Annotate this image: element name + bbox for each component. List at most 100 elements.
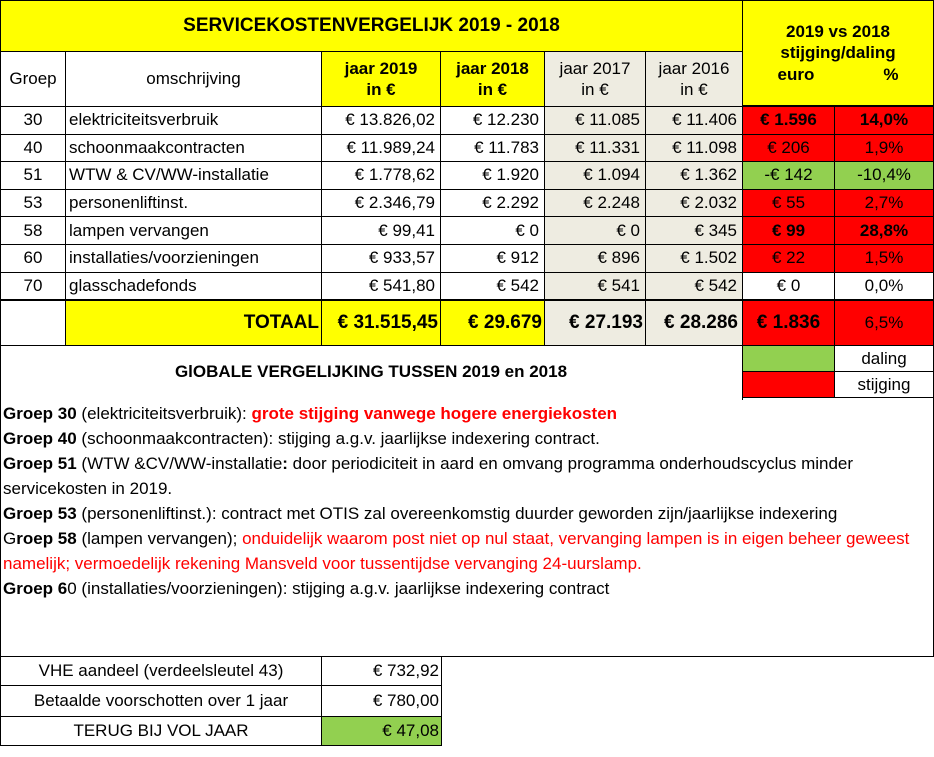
total-2019: € 31.515,45 — [321, 300, 441, 346]
compare-header-line2: stijging/daling — [780, 43, 896, 63]
row-53-diff: € 55 — [742, 188, 835, 218]
row-60-diff: € 22 — [742, 244, 835, 273]
row-30-y2016: € 11.406 — [645, 106, 743, 135]
col-header-2019-l1: jaar 2019 — [344, 58, 418, 78]
row-58-diff: € 99 — [742, 216, 835, 245]
total-blank — [0, 300, 66, 346]
row-40-pct: 1,9% — [834, 133, 934, 163]
row-51-y2019: € 1.778,62 — [321, 161, 441, 190]
col-header-groep: Groep — [0, 51, 66, 107]
row-58-y2019: € 99,41 — [321, 216, 441, 245]
summary-label-voorschotten: Betaalde voorschotten over 1 jaar — [0, 685, 322, 717]
explanation-g30: Groep 30 (elektriciteitsverbruik): grote… — [3, 404, 618, 423]
row-40-y2016: € 11.098 — [645, 133, 743, 163]
row-30-groep: 30 — [0, 106, 66, 135]
explanation-g53: Groep 53 (personenliftinst.): contract m… — [3, 504, 838, 523]
col-header-2016-l1: jaar 2016 — [658, 58, 730, 78]
row-30-y2019: € 13.826,02 — [321, 106, 441, 135]
sheet-title: SERVICEKOSTENVERGELIJK 2019 - 2018 — [0, 0, 743, 52]
row-51-y2017: € 1.094 — [544, 161, 646, 190]
row-58-y2017: € 0 — [544, 216, 646, 245]
row-58-omschrijving: lampen vervangen — [65, 216, 322, 245]
row-53-y2017: € 2.248 — [544, 188, 646, 218]
explanation-text: Groep 30 (elektriciteitsverbruik): grote… — [3, 401, 928, 601]
row-53-y2018: € 2.292 — [440, 188, 545, 218]
total-pct: 6,5% — [834, 300, 934, 346]
row-60-pct: 1,5% — [834, 244, 934, 273]
total-diff: € 1.836 — [742, 300, 835, 346]
col-header-2017-l2: in € — [581, 80, 609, 99]
col-header-2017: jaar 2017 in € — [544, 51, 646, 107]
row-53-groep: 53 — [0, 188, 66, 218]
explanation-g51: Groep 51 (WTW &CV/WW-installatie: door p… — [3, 454, 854, 498]
row-60-y2019: € 933,57 — [321, 244, 441, 273]
row-51-pct: -10,4% — [834, 161, 934, 190]
row-51-groep: 51 — [0, 161, 66, 190]
row-51-omschrijving: WTW & CV/WW-installatie — [65, 161, 322, 190]
row-30-diff: € 1.596 — [742, 106, 835, 135]
row-60-y2018: € 912 — [440, 244, 545, 273]
row-70-y2016: € 542 — [645, 271, 743, 301]
row-60-omschrijving: installaties/voorzieningen — [65, 244, 322, 273]
row-58-y2016: € 345 — [645, 216, 743, 245]
col-header-2018-l2: in € — [477, 80, 508, 99]
col-header-2019-l2: in € — [366, 80, 396, 99]
row-40-groep: 40 — [0, 133, 66, 163]
global-comparison-title: GlOBALE VERGELIJKING TUSSEN 2019 en 2018 — [174, 362, 568, 381]
legend-stijging-swatch — [742, 371, 835, 398]
summary-value-vhe: € 732,92 — [321, 656, 442, 686]
row-70-omschrijving: glasschadefonds — [65, 271, 322, 301]
row-30-y2017: € 11.085 — [544, 106, 646, 135]
summary-value-terug: € 47,08 — [321, 716, 442, 746]
col-header-2016-l2: in € — [680, 80, 708, 99]
total-2017: € 27.193 — [544, 300, 646, 346]
row-53-y2019: € 2.346,79 — [321, 188, 441, 218]
col-header-2017-l1: jaar 2017 — [559, 58, 631, 78]
row-70-y2019: € 541,80 — [321, 271, 441, 301]
row-60-y2016: € 1.502 — [645, 244, 743, 273]
row-53-y2016: € 2.032 — [645, 188, 743, 218]
total-2018: € 29.679 — [440, 300, 545, 346]
row-70-diff: € 0 — [742, 271, 835, 301]
row-40-omschrijving: schoonmaakcontracten — [65, 133, 322, 163]
row-70-y2018: € 542 — [440, 271, 545, 301]
compare-header-line1: 2019 vs 2018 — [786, 22, 890, 42]
row-51-y2016: € 1.362 — [645, 161, 743, 190]
row-70-groep: 70 — [0, 271, 66, 301]
col-header-2016: jaar 2016 in € — [645, 51, 743, 107]
summary-label-terug: TERUG BIJ VOL JAAR — [0, 716, 322, 746]
row-40-diff: € 206 — [742, 133, 835, 163]
row-40-y2019: € 11.989,24 — [321, 133, 441, 163]
row-60-groep: 60 — [0, 244, 66, 273]
row-30-y2018: € 12.230 — [440, 106, 545, 135]
row-58-y2018: € 0 — [440, 216, 545, 245]
row-58-pct: 28,8% — [834, 216, 934, 245]
compare-header-euro: euro — [777, 64, 815, 84]
row-30-pct: 14,0% — [834, 106, 934, 135]
row-58-groep: 58 — [0, 216, 66, 245]
explanation-g40: Groep 40 (schoonmaakcontracten): stijgin… — [3, 429, 600, 448]
explanation-g58: Groep 58 (lampen vervangen); onduidelijk… — [3, 529, 910, 573]
row-70-pct: 0,0% — [834, 271, 934, 301]
explanation-frame-top — [0, 345, 743, 400]
col-header-2018-l1: jaar 2018 — [456, 58, 529, 78]
row-53-omschrijving: personenliftinst. — [65, 188, 322, 218]
total-2016: € 28.286 — [645, 300, 743, 346]
compare-header: 2019 vs 2018 stijging/daling euro % — [742, 0, 934, 106]
summary-label-vhe: VHE aandeel (verdeelsleutel 43) — [0, 656, 322, 686]
explanation-g60: Groep 60 (installaties/voorzieningen): s… — [3, 579, 610, 598]
summary-value-voorschotten: € 780,00 — [321, 685, 442, 717]
row-40-y2017: € 11.331 — [544, 133, 646, 163]
row-51-y2018: € 1.920 — [440, 161, 545, 190]
col-header-2019: jaar 2019 in € — [321, 51, 441, 107]
row-40-y2018: € 11.783 — [440, 133, 545, 163]
col-header-omschrijving: omschrijving — [65, 51, 322, 107]
row-70-y2017: € 541 — [544, 271, 646, 301]
row-51-diff: -€ 142 — [742, 161, 835, 190]
row-30-omschrijving: elektriciteitsverbruik — [65, 106, 322, 135]
compare-header-pct: % — [883, 64, 899, 84]
row-53-pct: 2,7% — [834, 188, 934, 218]
row-60-y2017: € 896 — [544, 244, 646, 273]
total-label: TOTAAL — [65, 300, 322, 346]
col-header-2018: jaar 2018 in € — [440, 51, 545, 107]
